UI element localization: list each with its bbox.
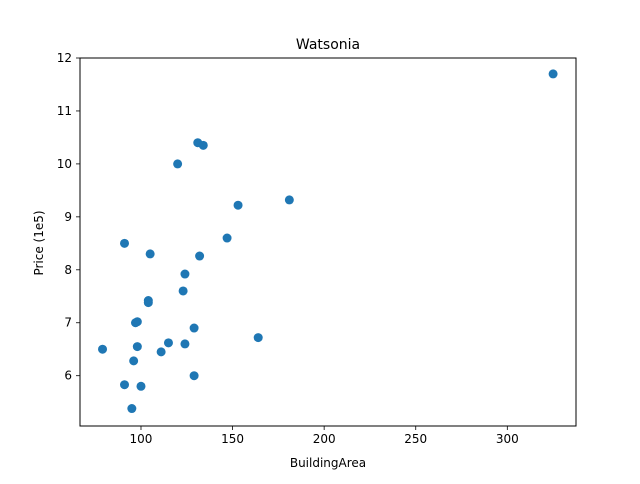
data-point-3	[173, 159, 183, 169]
data-point-26	[136, 381, 146, 391]
y-tick-label: 11	[57, 104, 72, 118]
x-tick-label: 100	[130, 432, 153, 446]
data-point-5	[233, 200, 243, 210]
data-point-0	[548, 69, 558, 79]
data-point-27	[127, 404, 137, 414]
y-tick-label: 10	[57, 157, 72, 171]
data-point-7	[120, 238, 130, 248]
x-axis-label: BuildingArea	[290, 456, 366, 470]
y-tick-label: 7	[64, 316, 72, 330]
data-point-17	[253, 333, 263, 343]
chart-title: Watsonia	[296, 37, 360, 53]
data-point-9	[195, 251, 205, 261]
data-point-4	[284, 195, 294, 205]
x-tick-label: 250	[404, 432, 427, 446]
data-point-10	[180, 269, 190, 279]
data-point-15	[130, 318, 140, 328]
points-layer	[98, 69, 558, 414]
x-tick-label: 150	[221, 432, 244, 446]
data-point-16	[189, 323, 199, 333]
y-tick-label: 9	[64, 210, 72, 224]
y-axis-label: Price (1e5)	[32, 210, 46, 275]
data-point-18	[163, 338, 173, 348]
y-tick-label: 8	[64, 263, 72, 277]
data-point-2	[198, 140, 208, 150]
plot-area-frame	[79, 57, 577, 427]
data-point-22	[156, 347, 166, 357]
x-tick-label: 300	[496, 432, 519, 446]
y-tick-label: 6	[64, 369, 72, 383]
y-tick-label: 12	[57, 51, 72, 65]
data-point-11	[178, 286, 188, 296]
data-point-20	[132, 342, 142, 352]
data-point-23	[129, 356, 139, 366]
data-point-19	[180, 339, 190, 349]
x-tick-label: 200	[313, 432, 336, 446]
data-point-21	[98, 344, 108, 354]
data-point-24	[189, 371, 199, 381]
data-point-6	[222, 233, 232, 243]
x-axis-ticks: 100 150 200 250 300	[130, 426, 519, 446]
data-point-13	[143, 298, 153, 308]
data-point-25	[120, 380, 130, 390]
data-point-8	[145, 249, 155, 259]
y-axis-ticks: 6 7 8 9 10 11 12	[57, 51, 80, 383]
